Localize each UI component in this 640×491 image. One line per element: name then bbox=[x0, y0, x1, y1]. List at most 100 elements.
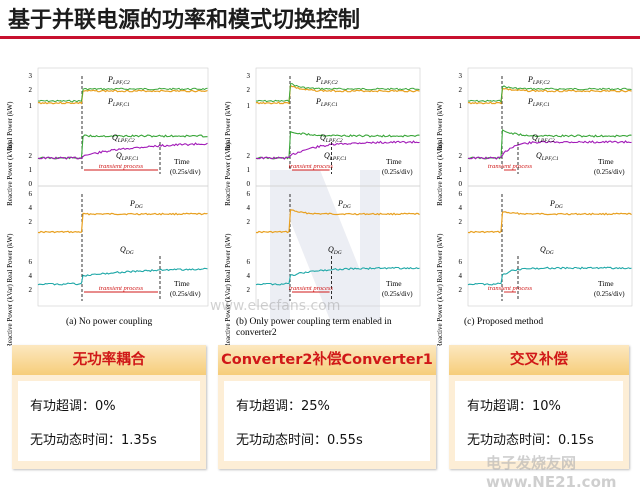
panel-a-p-c2-trace bbox=[37, 87, 208, 103]
panel-b-p-dg-trace bbox=[255, 209, 420, 234]
panel-a-top-q-tick: 0 bbox=[29, 180, 33, 188]
panel-b-top-q-tick: 1 bbox=[247, 166, 251, 174]
panel-a-q-dg-trace bbox=[37, 267, 208, 286]
title-rule bbox=[0, 36, 640, 39]
panel-b-top-q-tick: 2 bbox=[247, 152, 251, 160]
panel-b-real-power-axis-label: Real Power (kW) bbox=[224, 101, 232, 151]
card-header: 无功率耦合 bbox=[12, 345, 206, 375]
panel-c-top-q-tick: 2 bbox=[459, 152, 463, 160]
panel-b-transient-label: transient process bbox=[289, 163, 334, 170]
card-header: Converter2补偿Converter1 bbox=[218, 345, 436, 375]
panel-c-bot-p-tick: 6 bbox=[459, 190, 463, 198]
dynamic-time-text: 无功动态时间：1.35s bbox=[30, 433, 157, 448]
panel-c-label-p-c1: PLPF,C1 bbox=[527, 97, 550, 108]
panel-c-real-power-axis-label: Real Power (kW) bbox=[436, 101, 444, 151]
panel-a-top-p-tick: 2 bbox=[29, 86, 33, 94]
panel-b-time-label-2: Time bbox=[386, 279, 402, 288]
dynamic-time-text: 无功动态时间：0.15s bbox=[467, 433, 594, 448]
panel-a-label-q-c1: QLPF,C1 bbox=[116, 151, 139, 162]
panel-c-bot-p-tick: 2 bbox=[459, 218, 463, 226]
panel-a-top-q-tick: 2 bbox=[29, 152, 33, 160]
overshoot-text: 有功超调：25% bbox=[236, 399, 330, 414]
panel-a-label-p-dg: PDG bbox=[129, 199, 143, 210]
panel-a-label-q-c2: QLPF,C2 bbox=[112, 133, 135, 144]
panel-b-label-q-c1: QLPF,C1 bbox=[324, 151, 347, 162]
panel-a-time-label-2: Time bbox=[174, 279, 190, 288]
caption-a: (a) No power coupling bbox=[66, 317, 153, 327]
panel-c-top-q-tick: 0 bbox=[459, 180, 463, 188]
panel-c-reactive-power-axis-label-2: Reactive Power (kVar) bbox=[436, 283, 444, 346]
panel-c-top-p-tick: 3 bbox=[459, 72, 463, 80]
caption-c: (c) Proposed method bbox=[464, 317, 544, 327]
panel-b-bot-p-tick: 6 bbox=[247, 190, 251, 198]
panel-c-top-p-tick: 1 bbox=[459, 102, 463, 110]
panel-c-div-label-2: (0.25s/div) bbox=[594, 290, 625, 298]
panel-a-bot-q-tick: 6 bbox=[29, 258, 33, 266]
panel-b-real-power-axis-label-2: Real Power (kW) bbox=[224, 233, 232, 283]
card-body: 有功超调：25% 无功动态时间：0.55s bbox=[224, 381, 430, 461]
panel-a-reactive-power-axis-label: Reactive Power (kVar) bbox=[6, 141, 14, 205]
panel-c-q-dg-trace bbox=[467, 266, 632, 286]
panel-c-top-q-tick: 1 bbox=[459, 166, 463, 174]
card-no-coupling: 无功率耦合 有功超调：0% 无功动态时间：1.35s bbox=[12, 345, 206, 469]
panel-b-label-p-c1: PLPF,C1 bbox=[315, 97, 338, 108]
panel-a-top-p-tick: 3 bbox=[29, 72, 33, 80]
overshoot-text: 有功超调：0% bbox=[30, 399, 116, 414]
panel-c-top-p-tick: 2 bbox=[459, 86, 463, 94]
overshoot-text: 有功超调：10% bbox=[467, 399, 561, 414]
panel-c-label-p-c2: PLPF,C2 bbox=[527, 75, 550, 86]
panel-a-bot-p-tick: 6 bbox=[29, 190, 33, 198]
panel-c-bot-q-tick: 4 bbox=[459, 272, 463, 280]
panel-b-bot-q-tick: 2 bbox=[247, 286, 251, 294]
panel-c-q-c2-trace bbox=[467, 128, 632, 160]
panel-b-label-p-dg: PDG bbox=[337, 199, 351, 210]
panel-b-label-q-dg: QDG bbox=[328, 245, 342, 256]
panel-a-transient-label: transient process bbox=[99, 163, 144, 170]
panel-b-div-label: (0.25s/div) bbox=[382, 168, 413, 176]
panel-c-p-c1-trace bbox=[467, 87, 632, 105]
panel-a-top-p-tick: 1 bbox=[29, 102, 33, 110]
panel-a-label-p-c2: PLPF,C2 bbox=[107, 75, 130, 86]
panel-c-div-label: (0.25s/div) bbox=[594, 168, 625, 176]
panel-a-transient-label-2: transient process bbox=[99, 285, 144, 292]
panel-a-div-label-2: (0.25s/div) bbox=[170, 290, 201, 298]
panel-c-p-c2-trace bbox=[467, 85, 632, 103]
panel-a-top-q-tick: 1 bbox=[29, 166, 33, 174]
panel-b-reactive-power-axis-label: Reactive Power (kVar) bbox=[224, 141, 232, 205]
card-header: 交叉补偿 bbox=[449, 345, 629, 375]
panel-c-reactive-power-axis-label: Reactive Power (kVar) bbox=[436, 141, 444, 205]
waveform-figure: Real Power (kW)Reactive Power (kVar)Real… bbox=[6, 67, 633, 346]
panel-a-q-c1-trace bbox=[37, 142, 208, 160]
panel-a-div-label: (0.25s/div) bbox=[170, 168, 201, 176]
panel-b-bot-q-tick: 4 bbox=[247, 272, 251, 280]
panel-c-label-q-c2: QLPF,C2 bbox=[532, 133, 555, 144]
panel-a-bot-q-tick: 4 bbox=[29, 272, 33, 280]
panel-a-bot-p-tick: 2 bbox=[29, 218, 33, 226]
card-cross-comp: 交叉补偿 有功超调：10% 无功动态时间：0.15s bbox=[449, 345, 629, 469]
card-body: 有功超调：10% 无功动态时间：0.15s bbox=[455, 381, 623, 461]
panel-c-bot-q-tick: 2 bbox=[459, 286, 463, 294]
panel-c-p-dg-trace bbox=[467, 211, 632, 234]
panel-c-bot-p-tick: 4 bbox=[459, 204, 463, 212]
panel-a-p-c1-trace bbox=[37, 89, 208, 105]
panel-a-bottom-frame bbox=[37, 185, 209, 307]
panel-c-label-q-c1: QLPF,C1 bbox=[536, 151, 559, 162]
panel-b-time-label: Time bbox=[386, 157, 402, 166]
panel-c-bottom-frame bbox=[467, 185, 633, 307]
card-body: 有功超调：0% 无功动态时间：1.35s bbox=[18, 381, 200, 461]
panel-b-label-p-c2: PLPF,C2 bbox=[315, 75, 338, 86]
panel-c-real-power-axis-label-2: Real Power (kW) bbox=[436, 233, 444, 283]
watermark-bottom: 电子发烧友网 www.NE21.com bbox=[486, 454, 617, 491]
page-title: 基于并联电源的功率和模式切换控制 bbox=[8, 8, 361, 33]
panel-a-label-p-c1: PLPF,C1 bbox=[107, 97, 130, 108]
watermark-url: www.elecfans.com bbox=[210, 298, 341, 314]
caption-b: (b) Only power coupling term enabled in … bbox=[236, 317, 392, 338]
panel-c-q-c1-trace bbox=[467, 140, 632, 160]
panel-a-bot-q-tick: 2 bbox=[29, 286, 33, 294]
panel-b-label-q-c2: QLPF,C2 bbox=[320, 133, 343, 144]
panel-b-bot-p-tick: 4 bbox=[247, 204, 251, 212]
panel-a-reactive-power-axis-label-2: Reactive Power (kVar) bbox=[6, 283, 14, 346]
panel-c-label-q-dg: QDG bbox=[540, 245, 554, 256]
panel-a-bot-p-tick: 4 bbox=[29, 204, 33, 212]
card-converter2-comp: Converter2补偿Converter1 有功超调：25% 无功动态时间：0… bbox=[218, 345, 436, 469]
